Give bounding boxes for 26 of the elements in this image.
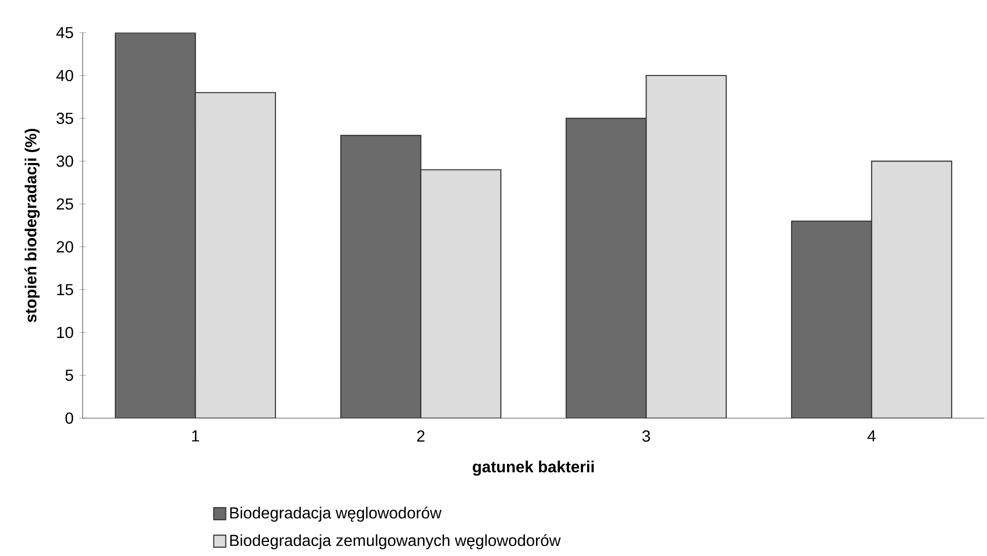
bar: [340, 134, 422, 418]
legend-label: Biodegradacja węglowodorów: [230, 506, 442, 522]
y-tick-label: 0: [65, 412, 74, 424]
bar: [871, 160, 952, 418]
y-tick-label: 45: [56, 27, 74, 38]
y-axis-title: stopień biodegradacji (%): [24, 128, 40, 322]
bar: [194, 92, 276, 418]
y-tick-label: 20: [56, 241, 74, 252]
y-tick-label: 15: [57, 284, 74, 296]
x-tick-label: 1: [192, 430, 200, 442]
x-tick-label: 2: [417, 430, 424, 442]
bar: [791, 220, 872, 418]
y-tick-label: 30: [56, 155, 74, 167]
bar: [114, 32, 196, 418]
legend-label: Biodegradacja zemulgowanych węglowodorów: [230, 534, 561, 550]
y-tick-label: 10: [57, 326, 74, 338]
bar: [646, 74, 727, 418]
y-tick-label: 5: [66, 370, 74, 381]
y-tick-label: 35: [56, 112, 74, 124]
x-tick-label: 3: [642, 430, 650, 442]
y-tick-label: 40: [56, 70, 74, 82]
bar: [566, 118, 647, 418]
y-tick-label: 25: [56, 198, 74, 210]
x-axis-title: gatunek bakterii: [472, 460, 594, 476]
bar: [420, 169, 502, 418]
x-tick-label: 4: [868, 430, 876, 442]
